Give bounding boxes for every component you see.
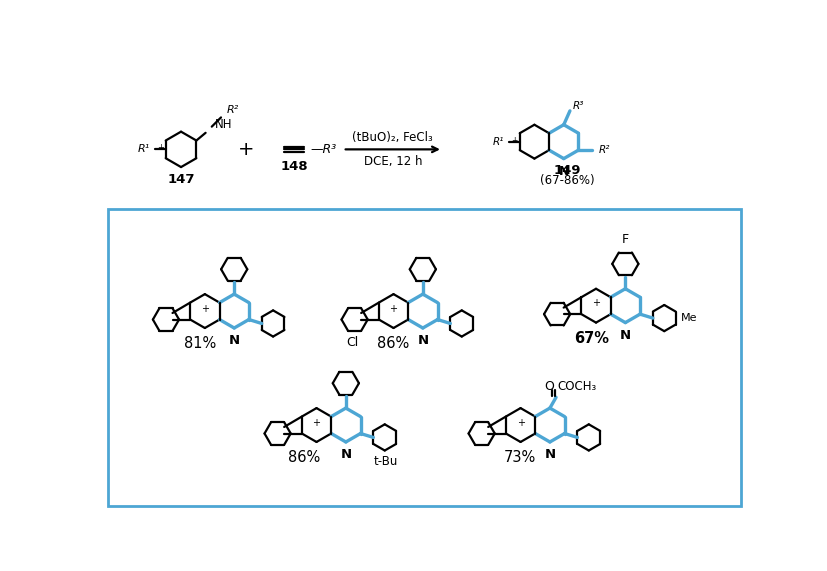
Text: R²: R² [598, 145, 609, 155]
Text: N: N [543, 448, 555, 461]
Text: F: F [621, 233, 629, 246]
Text: —R³: —R³ [310, 143, 336, 156]
Text: N: N [417, 334, 428, 347]
Text: N: N [340, 448, 351, 461]
Text: +: + [591, 299, 600, 308]
Text: R¹: R¹ [492, 136, 504, 147]
Text: +: + [312, 418, 320, 428]
Text: (67-86%): (67-86%) [540, 174, 595, 187]
Text: +: + [201, 304, 208, 313]
Text: +: + [510, 136, 517, 144]
Text: 148: 148 [280, 160, 308, 173]
Text: N: N [619, 329, 630, 342]
Text: N: N [228, 334, 240, 347]
Text: R²: R² [226, 105, 238, 115]
Text: COCH₃: COCH₃ [557, 380, 596, 393]
Text: 86%: 86% [288, 450, 320, 465]
Text: 67%: 67% [573, 331, 608, 345]
Text: t-Bu: t-Bu [374, 455, 398, 468]
Text: Me: Me [681, 313, 697, 323]
Text: +: + [516, 418, 524, 428]
Text: (tBuO)₂, FeCl₃: (tBuO)₂, FeCl₃ [352, 131, 433, 143]
Text: +: + [238, 140, 255, 159]
Text: NH: NH [214, 118, 232, 131]
Text: DCE, 12 h: DCE, 12 h [363, 155, 422, 168]
Text: +: + [157, 143, 165, 152]
Text: Cl: Cl [346, 336, 358, 349]
Text: R³: R³ [572, 101, 584, 111]
Bar [108, 208, 740, 506]
Text: 147: 147 [167, 173, 194, 186]
Text: 73%: 73% [503, 450, 535, 465]
Text: 86%: 86% [376, 336, 409, 351]
Text: R¹: R¹ [138, 144, 151, 154]
Text: O: O [544, 380, 554, 393]
Text: 149: 149 [553, 164, 581, 178]
Text: N: N [558, 165, 568, 178]
Text: +: + [389, 304, 397, 313]
Text: 81%: 81% [184, 336, 216, 351]
